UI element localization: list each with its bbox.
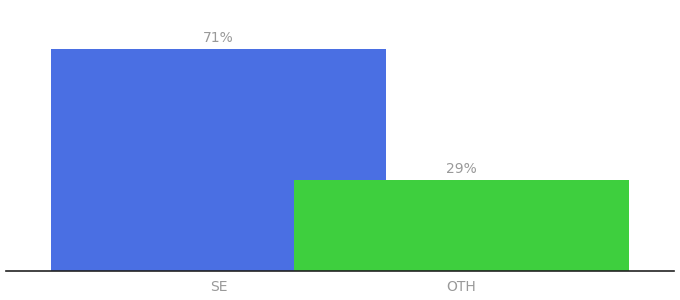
Bar <box>51 49 386 271</box>
Text: 71%: 71% <box>203 31 234 45</box>
Bar <box>294 180 629 271</box>
Text: 29%: 29% <box>446 162 477 176</box>
